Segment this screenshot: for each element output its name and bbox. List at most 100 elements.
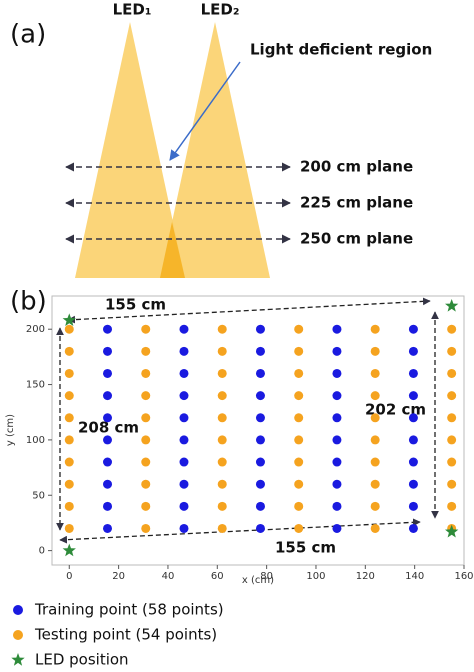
point	[217, 391, 227, 401]
point	[370, 391, 380, 401]
point	[332, 413, 342, 423]
point	[294, 391, 304, 401]
plane-label: 250 cm plane	[300, 230, 413, 248]
point	[179, 413, 189, 423]
y-tick-label: 200	[26, 324, 45, 335]
point	[332, 346, 342, 356]
point	[408, 324, 418, 334]
pointer	[169, 61, 241, 161]
panel-label: (b)	[10, 287, 47, 317]
point	[370, 324, 380, 334]
point	[447, 479, 457, 489]
point	[103, 324, 113, 334]
point	[408, 391, 418, 401]
point	[179, 523, 189, 533]
point	[370, 479, 380, 489]
x-tick-label: 160	[454, 571, 473, 582]
point	[217, 479, 227, 489]
point	[447, 368, 457, 378]
point	[141, 324, 151, 334]
point	[370, 435, 380, 445]
point	[332, 457, 342, 467]
point	[447, 457, 457, 467]
point	[179, 501, 189, 511]
point	[370, 368, 380, 378]
point	[370, 501, 380, 511]
point	[217, 435, 227, 445]
point	[408, 368, 418, 378]
point	[255, 368, 265, 378]
led-label: LED₂	[201, 1, 240, 19]
point	[179, 391, 189, 401]
x-tick-label: 0	[66, 571, 72, 582]
annotation: 155 cm	[275, 539, 336, 557]
point	[179, 346, 189, 356]
point	[370, 457, 380, 467]
point	[408, 346, 418, 356]
point	[332, 391, 342, 401]
point	[332, 435, 342, 445]
point	[408, 523, 418, 533]
point	[64, 346, 74, 356]
point	[255, 346, 265, 356]
point	[408, 457, 418, 467]
led-marker	[445, 524, 459, 538]
point	[447, 413, 457, 423]
point	[64, 391, 74, 401]
point	[294, 523, 304, 533]
x-tick-label: 100	[306, 571, 325, 582]
point	[141, 346, 151, 356]
point	[255, 391, 265, 401]
point	[103, 368, 113, 378]
point	[255, 501, 265, 511]
y-axis-label: y (cm)	[5, 414, 16, 446]
point	[255, 413, 265, 423]
point	[217, 501, 227, 511]
point	[103, 346, 113, 356]
legend-label: Training point (58 points)	[34, 601, 224, 619]
point	[217, 324, 227, 334]
point	[447, 324, 457, 334]
panel-label: (a)	[10, 20, 46, 50]
point	[217, 523, 227, 533]
point	[294, 346, 304, 356]
dimension-arrows	[56, 297, 439, 544]
point	[408, 479, 418, 489]
x-tick-label: 20	[112, 571, 125, 582]
led-marker	[445, 299, 459, 312]
point	[294, 435, 304, 445]
point	[332, 501, 342, 511]
point	[332, 523, 342, 533]
x-tick-label: 120	[356, 571, 375, 582]
point	[447, 501, 457, 511]
dimension-arrow	[59, 518, 421, 544]
point	[103, 501, 113, 511]
point	[294, 324, 304, 334]
point	[179, 324, 189, 334]
point	[447, 346, 457, 356]
point	[294, 501, 304, 511]
y-tick-label: 100	[26, 435, 45, 446]
dimension-arrow	[67, 297, 431, 324]
point	[370, 413, 380, 423]
point	[217, 457, 227, 467]
point	[255, 523, 265, 533]
point	[217, 346, 227, 356]
legend-marker	[13, 630, 23, 640]
legend-label: Testing point (54 points)	[34, 626, 217, 644]
point	[294, 368, 304, 378]
point	[64, 523, 74, 533]
point	[294, 457, 304, 467]
point	[103, 523, 113, 533]
legend-marker	[13, 605, 23, 615]
point	[332, 324, 342, 334]
plane-label: 200 cm plane	[300, 158, 413, 176]
point	[255, 457, 265, 467]
point	[103, 457, 113, 467]
light-cone	[75, 22, 185, 278]
point	[64, 435, 74, 445]
x-axis-label: x (cm)	[242, 575, 274, 586]
x-tick-label: 140	[405, 571, 424, 582]
point	[447, 435, 457, 445]
